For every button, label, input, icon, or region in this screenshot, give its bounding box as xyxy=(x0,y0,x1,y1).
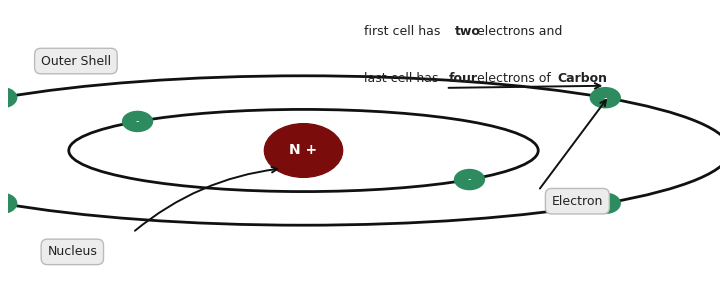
Text: Carbon: Carbon xyxy=(557,73,607,85)
Text: last cell has: last cell has xyxy=(364,73,443,85)
Text: -: - xyxy=(603,93,607,103)
Text: first cell has: first cell has xyxy=(364,25,444,38)
Text: -: - xyxy=(0,198,4,208)
Ellipse shape xyxy=(590,193,621,214)
Text: N +: N + xyxy=(289,144,317,157)
Text: electrons of: electrons of xyxy=(473,73,554,85)
Ellipse shape xyxy=(590,87,621,108)
Text: -: - xyxy=(603,198,607,208)
Ellipse shape xyxy=(0,87,17,108)
Text: -: - xyxy=(136,116,139,126)
Text: Electron: Electron xyxy=(552,195,603,208)
Text: Nucleus: Nucleus xyxy=(48,245,97,258)
Ellipse shape xyxy=(122,111,153,132)
Text: -: - xyxy=(468,175,472,185)
Ellipse shape xyxy=(454,169,485,190)
Text: four: four xyxy=(448,73,477,85)
Ellipse shape xyxy=(265,124,342,177)
Ellipse shape xyxy=(0,193,17,214)
Text: electrons and: electrons and xyxy=(473,25,562,38)
Text: Outer Shell: Outer Shell xyxy=(41,54,111,67)
Text: -: - xyxy=(0,93,4,103)
Text: two: two xyxy=(455,25,480,38)
